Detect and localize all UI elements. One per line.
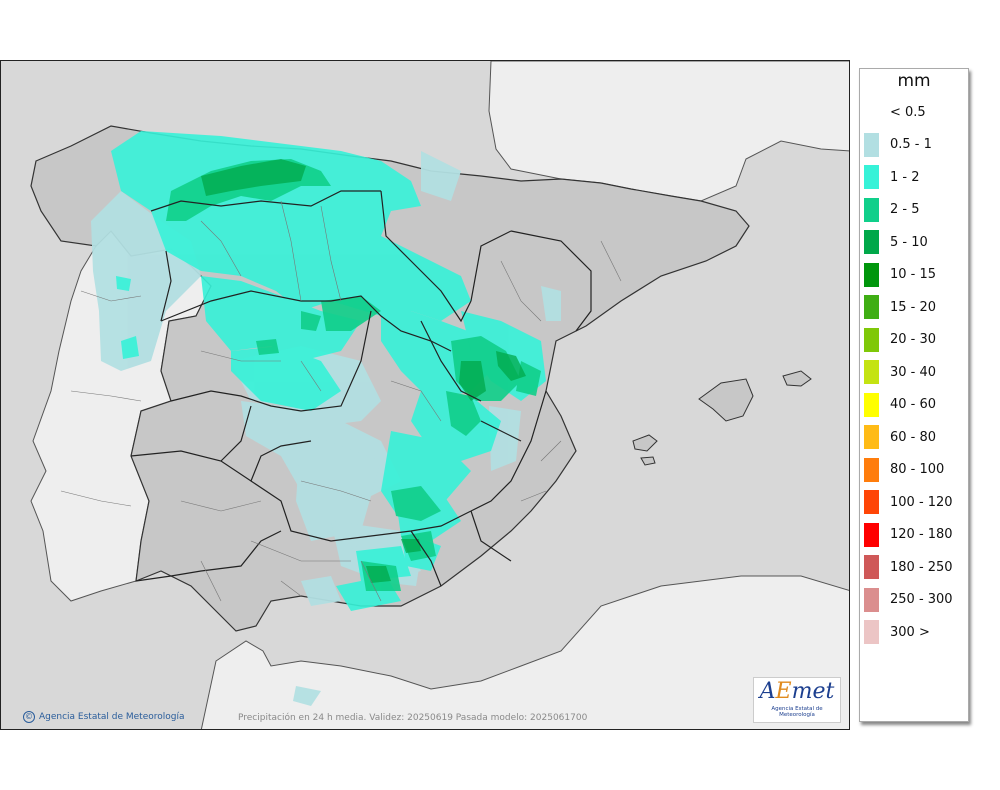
formentera-island [640, 456, 656, 466]
legend-label: 300 > [890, 624, 930, 640]
legend-list: < 0.5 0.5 - 1 1 - 2 2 - 5 5 - 10 10 - 15 15 - … [864, 96, 953, 649]
map-panel: © Agencia Estatal de Meteorología Precip… [0, 60, 850, 730]
legend-swatch [864, 295, 879, 320]
legend-swatch [864, 262, 879, 287]
legend-item: 2 - 5 [864, 194, 953, 227]
copyright-icon: © [23, 711, 35, 723]
legend-swatch [864, 100, 879, 125]
legend-label: 20 - 30 [890, 332, 937, 348]
legend-item: 1 - 2 [864, 161, 953, 194]
legend-swatch [864, 165, 879, 190]
legend-label: 10 - 15 [890, 267, 937, 283]
africa-landmass [200, 575, 849, 729]
legend-swatch [864, 555, 879, 580]
legend-item: 40 - 60 [864, 389, 953, 422]
legend-label: 180 - 250 [890, 559, 953, 575]
menorca-island [782, 370, 812, 387]
legend-label: 250 - 300 [890, 592, 953, 608]
legend-label: 100 - 120 [890, 494, 953, 510]
legend-swatch [864, 587, 879, 612]
legend-item: 100 - 120 [864, 486, 953, 519]
legend-item: 180 - 250 [864, 551, 953, 584]
legend-item: 10 - 15 [864, 259, 953, 292]
legend-item: 0.5 - 1 [864, 129, 953, 162]
aemet-logo: AEmet Agencia Estatal de Meteorología [753, 677, 841, 723]
legend-swatch [864, 457, 879, 482]
legend-label: 1 - 2 [890, 169, 920, 185]
credit-line: © Agencia Estatal de Meteorología [23, 711, 185, 723]
mallorca-island [698, 378, 754, 422]
legend-label: 40 - 60 [890, 397, 937, 413]
legend-swatch [864, 327, 879, 352]
legend-swatch [864, 197, 879, 222]
legend-item: 60 - 80 [864, 421, 953, 454]
legend-item: < 0.5 [864, 96, 953, 129]
logo-subtitle: Agencia Estatal de Meteorología [771, 706, 823, 718]
legend-label: 120 - 180 [890, 527, 953, 543]
credit-text: Agencia Estatal de Meteorología [39, 712, 185, 722]
legend-item: 300 > [864, 616, 953, 649]
legend-swatch [864, 132, 879, 157]
legend-swatch [864, 392, 879, 417]
legend-item: 80 - 100 [864, 454, 953, 487]
legend-item: 20 - 30 [864, 324, 953, 357]
precipitation-map [1, 61, 849, 729]
logo-mark: AEmet [759, 679, 835, 704]
legend-swatch [864, 425, 879, 450]
legend-label: 0.5 - 1 [890, 137, 932, 153]
legend-label: 80 - 100 [890, 462, 945, 478]
legend-panel: mm < 0.5 0.5 - 1 1 - 2 2 - 5 5 - 10 10 - 15 15… [859, 68, 969, 722]
legend-label: 30 - 40 [890, 364, 937, 380]
region-borders [130, 190, 592, 587]
legend-unit: mm [897, 71, 931, 91]
legend-item: 5 - 10 [864, 226, 953, 259]
legend-label: 60 - 80 [890, 429, 937, 445]
legend-item: 15 - 20 [864, 291, 953, 324]
legend-label: < 0.5 [890, 104, 926, 120]
map-caption: Precipitación en 24 h media. Validez: 20… [238, 713, 588, 723]
legend-swatch [864, 490, 879, 515]
legend-item: 30 - 40 [864, 356, 953, 389]
legend-swatch [864, 620, 879, 645]
legend-swatch [864, 230, 879, 255]
legend-item: 250 - 300 [864, 584, 953, 617]
legend-swatch [864, 360, 879, 385]
legend-label: 5 - 10 [890, 234, 928, 250]
legend-item: 120 - 180 [864, 519, 953, 552]
province-borders [60, 200, 622, 602]
legend-label: 2 - 5 [890, 202, 920, 218]
ibiza-island [632, 434, 658, 452]
legend-swatch [864, 522, 879, 547]
precip-5-10-layer [201, 159, 526, 583]
legend-label: 15 - 20 [890, 299, 937, 315]
